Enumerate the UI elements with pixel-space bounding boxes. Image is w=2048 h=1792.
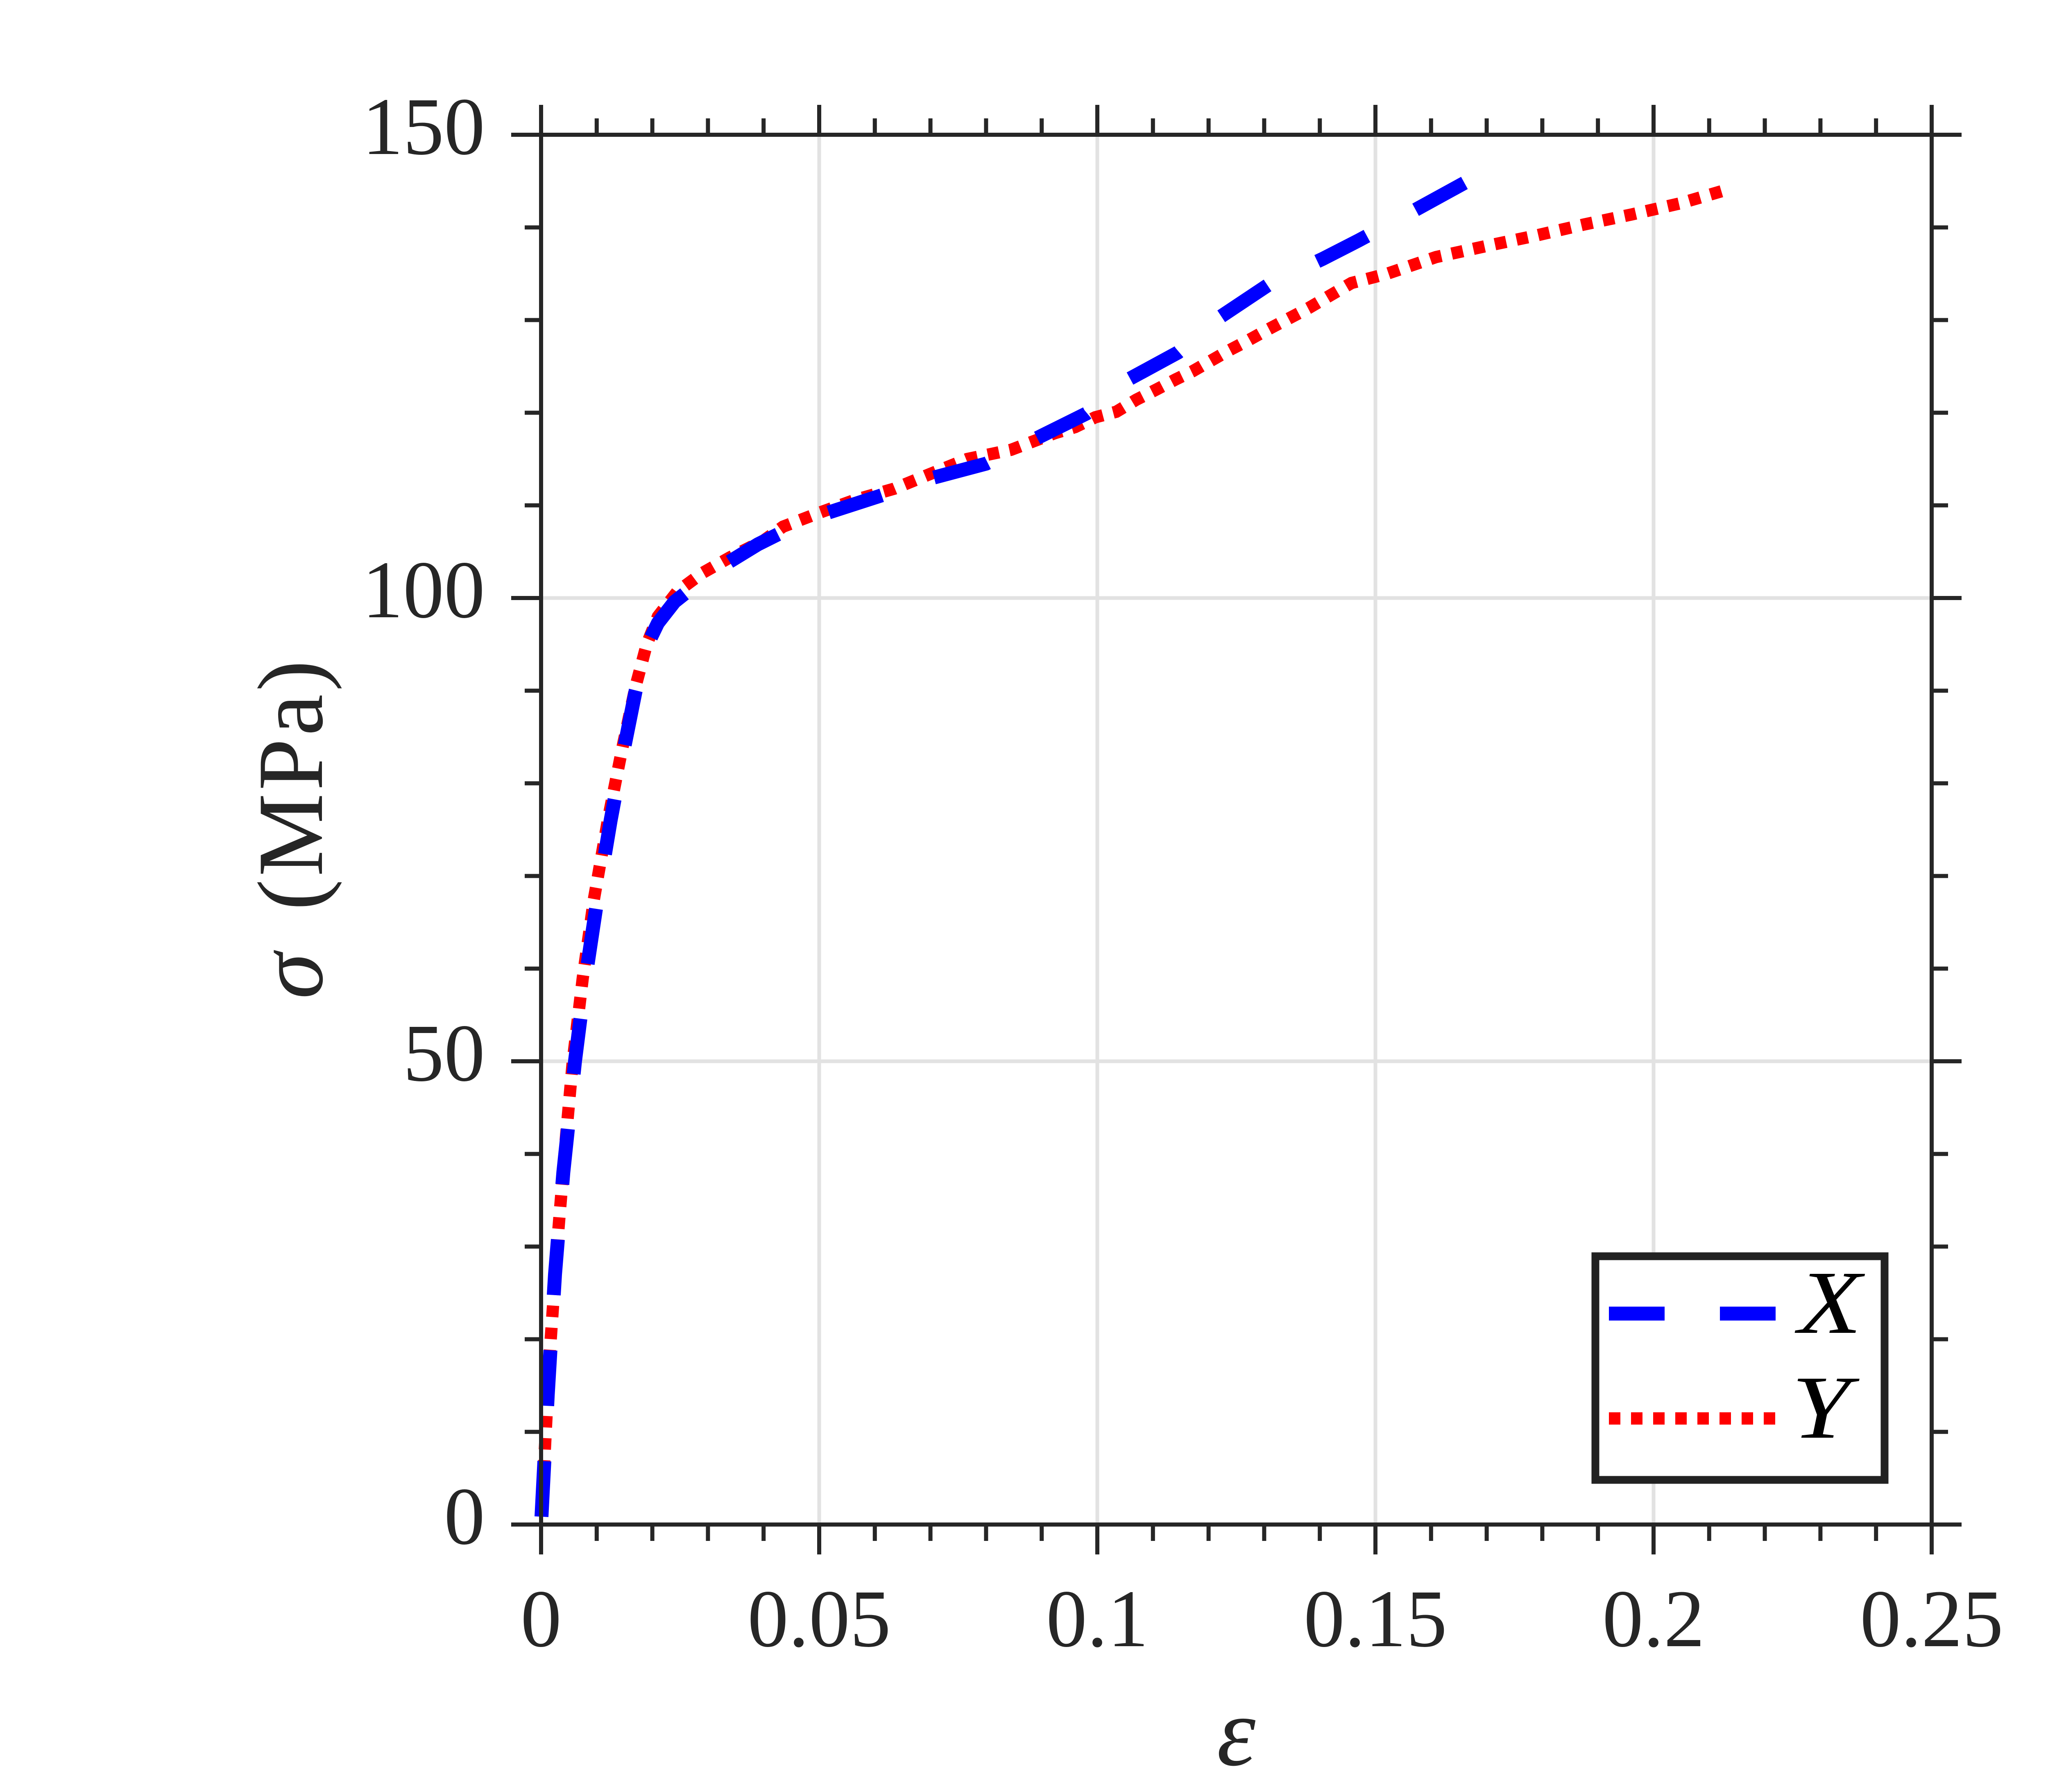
svg-text:0.1: 0.1: [1046, 1574, 1149, 1664]
svg-text:ε: ε: [1217, 1677, 1256, 1786]
svg-text:150: 150: [362, 82, 485, 172]
svg-text:X: X: [1794, 1253, 1865, 1352]
svg-text:0: 0: [521, 1574, 562, 1664]
svg-text:100: 100: [362, 545, 485, 635]
svg-text:0: 0: [444, 1471, 485, 1562]
svg-text:0.25: 0.25: [1860, 1574, 2003, 1664]
svg-text:Y: Y: [1792, 1357, 1860, 1457]
svg-text:σ (MPa): σ (MPa): [239, 657, 342, 999]
svg-text:0.15: 0.15: [1304, 1574, 1447, 1664]
svg-text:50: 50: [403, 1008, 485, 1099]
svg-text:0.05: 0.05: [748, 1574, 891, 1664]
svg-text:0.2: 0.2: [1602, 1574, 1705, 1664]
